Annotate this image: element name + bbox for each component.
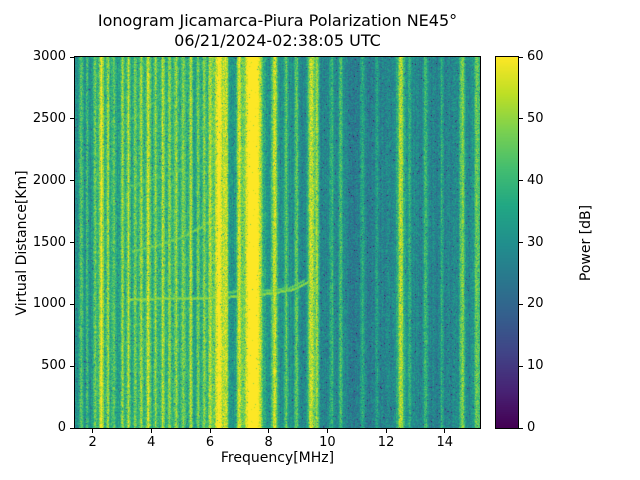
x-tick-label: 2 [88, 435, 97, 450]
y-tick-label: 500 [41, 358, 66, 374]
x-tick-mark [209, 429, 211, 433]
x-tick-mark [150, 429, 152, 433]
y-tick-mark [70, 56, 74, 58]
x-tick-label: 6 [205, 435, 215, 450]
y-tick-mark [70, 118, 74, 120]
ionogram-canvas [75, 57, 480, 428]
colorbar-tick-label: 30 [527, 234, 544, 250]
colorbar-tick-label: 50 [527, 110, 544, 126]
y-tick-label: 0 [57, 420, 66, 435]
x-tick-mark [444, 429, 446, 433]
colorbar-tick-label: 60 [527, 49, 544, 64]
y-tick-label: 1500 [32, 234, 66, 250]
colorbar [495, 56, 519, 429]
colorbar-tick-mark [519, 427, 523, 429]
y-tick-mark [70, 303, 74, 305]
colorbar-tick-label: 0 [527, 420, 536, 435]
colorbar-tick-mark [519, 56, 523, 58]
colorbar-tick-label: 40 [527, 172, 544, 188]
chart-title-line1: Ionogram Jicamarca-Piura Polarization NE… [97, 11, 458, 30]
x-tick-label: 14 [436, 435, 454, 450]
colorbar-tick-mark [519, 180, 523, 182]
y-tick-mark [70, 180, 74, 182]
x-axis-label: Frequency[MHz] [220, 450, 335, 466]
colorbar-tick-mark [519, 303, 523, 305]
y-tick-label: 2500 [32, 110, 66, 126]
colorbar-tick-mark [519, 118, 523, 120]
x-tick-label: 8 [264, 435, 273, 450]
y-tick-mark [70, 365, 74, 367]
colorbar-tick-label: 10 [527, 358, 544, 374]
colorbar-tick-mark [519, 242, 523, 243]
x-tick-mark [268, 429, 270, 433]
y-tick-mark [70, 242, 74, 243]
y-tick-label: 3000 [32, 49, 66, 64]
x-tick-label: 4 [147, 435, 156, 450]
plot-area [74, 56, 481, 429]
x-tick-label: 10 [319, 435, 336, 450]
y-tick-mark [70, 427, 74, 429]
colorbar-canvas [496, 57, 518, 428]
chart-title-line2: 06/21/2024-02:38:05 UTC [174, 31, 381, 50]
colorbar-label: Power [dB] [578, 204, 594, 282]
y-tick-label: 2000 [32, 172, 66, 188]
x-tick-mark [385, 429, 387, 433]
colorbar-tick-mark [519, 365, 523, 367]
y-tick-label: 1000 [32, 296, 66, 312]
x-tick-mark [326, 429, 328, 433]
x-tick-mark [92, 429, 94, 433]
colorbar-tick-label: 20 [527, 296, 544, 312]
x-tick-label: 12 [377, 435, 395, 450]
